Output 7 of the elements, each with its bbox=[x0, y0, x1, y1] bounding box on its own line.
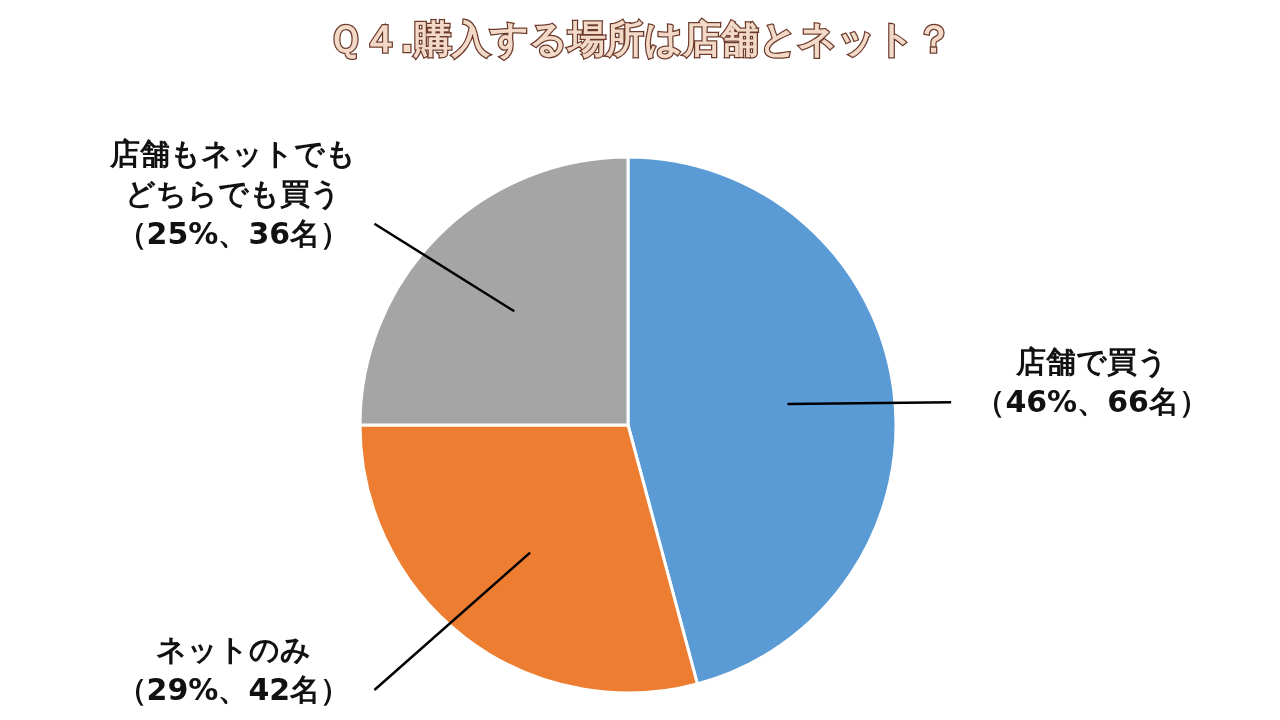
chart-title: Ｑ４.購入する場所は店舗とネット？ bbox=[326, 17, 954, 61]
slice-label: 店舗で買う bbox=[1015, 344, 1169, 380]
data-label: （25%、36名） bbox=[116, 215, 351, 251]
slice-label: 店舗もネットでもどちらでも買う bbox=[109, 135, 357, 211]
slice-label: ネットのみ bbox=[155, 632, 311, 667]
data-label: （29%、42名） bbox=[116, 672, 351, 707]
data-label: （46%、66名） bbox=[975, 384, 1209, 420]
